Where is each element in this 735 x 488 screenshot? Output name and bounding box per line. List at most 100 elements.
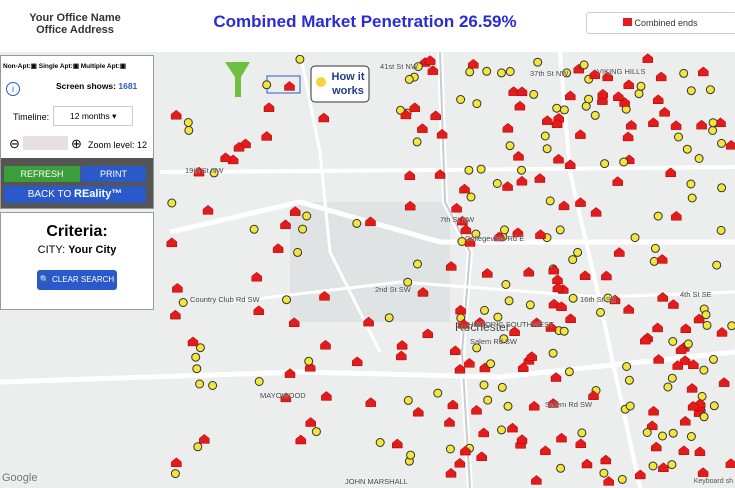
listing-marker[interactable] bbox=[686, 383, 698, 393]
listing-marker[interactable] bbox=[499, 334, 509, 344]
listing-marker[interactable] bbox=[600, 454, 612, 465]
listing-marker[interactable] bbox=[451, 202, 462, 213]
listing-marker[interactable] bbox=[220, 152, 231, 163]
listing-marker[interactable] bbox=[471, 229, 481, 239]
listing-marker[interactable] bbox=[655, 71, 667, 82]
listing-marker[interactable] bbox=[551, 118, 563, 129]
listing-marker[interactable] bbox=[509, 326, 520, 336]
listing-marker[interactable] bbox=[454, 363, 466, 374]
listing-marker[interactable] bbox=[597, 88, 609, 99]
listing-marker[interactable] bbox=[365, 216, 376, 227]
listing-marker[interactable] bbox=[603, 476, 614, 486]
listing-marker[interactable] bbox=[542, 144, 552, 154]
listing-marker[interactable] bbox=[652, 322, 663, 333]
listing-marker[interactable] bbox=[193, 166, 205, 177]
listing-marker[interactable] bbox=[471, 404, 482, 415]
listing-marker[interactable] bbox=[533, 57, 543, 67]
filter-icon[interactable] bbox=[225, 62, 250, 97]
listing-marker[interactable] bbox=[413, 406, 424, 417]
listing-marker[interactable] bbox=[363, 316, 374, 327]
listing-marker[interactable] bbox=[602, 71, 613, 82]
listing-marker[interactable] bbox=[540, 445, 551, 456]
listing-marker[interactable] bbox=[504, 296, 514, 306]
listing-marker[interactable] bbox=[167, 198, 177, 208]
listing-marker[interactable] bbox=[384, 313, 394, 323]
listing-marker[interactable] bbox=[460, 445, 471, 456]
listing-marker[interactable] bbox=[263, 102, 275, 112]
listing-marker[interactable] bbox=[526, 351, 537, 361]
listing-marker[interactable] bbox=[482, 66, 492, 76]
listing-marker[interactable] bbox=[668, 299, 679, 309]
listing-marker[interactable] bbox=[447, 399, 459, 410]
listing-marker[interactable] bbox=[465, 67, 475, 77]
listing-marker[interactable] bbox=[667, 460, 677, 470]
listing-marker[interactable] bbox=[671, 210, 682, 221]
listing-marker[interactable] bbox=[172, 282, 183, 293]
listing-marker[interactable] bbox=[648, 461, 658, 471]
listing-marker[interactable] bbox=[483, 395, 493, 405]
listing-marker[interactable] bbox=[501, 280, 511, 289]
listing-marker[interactable] bbox=[648, 117, 659, 127]
how-it-works[interactable] bbox=[310, 65, 370, 103]
listing-marker[interactable] bbox=[466, 192, 476, 202]
listing-marker[interactable] bbox=[573, 247, 583, 257]
listing-marker[interactable] bbox=[288, 317, 300, 327]
listing-marker[interactable] bbox=[417, 123, 428, 133]
listing-marker[interactable] bbox=[702, 320, 712, 330]
refresh-button[interactable]: REFRESH bbox=[4, 166, 80, 182]
listing-marker[interactable] bbox=[717, 183, 727, 193]
listing-marker[interactable] bbox=[635, 469, 646, 480]
listing-marker[interactable] bbox=[623, 79, 635, 90]
listing-marker[interactable] bbox=[678, 445, 690, 455]
listing-marker[interactable] bbox=[548, 264, 560, 275]
listing-marker[interactable] bbox=[696, 119, 707, 130]
listing-marker[interactable] bbox=[623, 304, 634, 314]
listing-marker[interactable] bbox=[531, 317, 542, 328]
listing-marker[interactable] bbox=[626, 119, 637, 130]
listing-marker[interactable] bbox=[352, 218, 362, 228]
listing-marker[interactable] bbox=[503, 401, 513, 411]
listing-marker[interactable] bbox=[625, 401, 635, 411]
listing-marker[interactable] bbox=[709, 401, 719, 411]
listing-marker[interactable] bbox=[552, 103, 562, 113]
listing-marker[interactable] bbox=[195, 379, 205, 389]
timeline-select[interactable]: 12 months ▾ bbox=[53, 106, 133, 126]
listing-marker[interactable] bbox=[400, 109, 412, 120]
listing-marker[interactable] bbox=[262, 80, 272, 90]
listing-marker[interactable] bbox=[579, 60, 589, 70]
listing-marker[interactable] bbox=[716, 327, 728, 337]
listing-marker[interactable] bbox=[513, 150, 524, 161]
listing-marker[interactable] bbox=[581, 101, 591, 111]
listing-marker[interactable] bbox=[476, 451, 487, 461]
listing-marker[interactable] bbox=[486, 359, 496, 369]
listing-marker[interactable] bbox=[663, 382, 673, 392]
listing-marker[interactable] bbox=[493, 231, 505, 242]
clear-search[interactable]: 🔍 CLEAR SEARCH bbox=[37, 270, 117, 290]
listing-marker[interactable] bbox=[579, 270, 591, 280]
listing-marker[interactable] bbox=[202, 204, 214, 215]
listing-marker[interactable] bbox=[680, 415, 691, 426]
listing-marker[interactable] bbox=[464, 357, 475, 368]
listing-marker[interactable] bbox=[319, 290, 330, 301]
listing-marker[interactable] bbox=[193, 442, 203, 452]
keyboard[interactable]: Keyboard sh bbox=[694, 478, 733, 485]
listing-marker[interactable] bbox=[187, 336, 199, 347]
listing-marker[interactable] bbox=[434, 169, 446, 179]
listing-marker[interactable] bbox=[613, 91, 624, 101]
listing-marker[interactable] bbox=[183, 118, 193, 127]
listing-marker[interactable] bbox=[430, 110, 441, 121]
listing-marker[interactable] bbox=[697, 467, 709, 477]
listing-marker[interactable] bbox=[422, 328, 434, 339]
listing-marker[interactable] bbox=[619, 157, 629, 167]
listing-marker[interactable] bbox=[564, 159, 576, 169]
listing-marker[interactable] bbox=[492, 179, 502, 188]
listing-marker[interactable] bbox=[311, 427, 321, 437]
listing-marker[interactable] bbox=[682, 144, 692, 154]
listing-marker[interactable] bbox=[404, 74, 414, 84]
listing-marker[interactable] bbox=[293, 247, 303, 257]
listing-marker[interactable] bbox=[375, 438, 385, 447]
listing-marker[interactable] bbox=[480, 305, 489, 315]
listing-marker[interactable] bbox=[568, 293, 578, 303]
listing-marker[interactable] bbox=[534, 173, 546, 183]
listing-marker[interactable] bbox=[502, 122, 514, 133]
